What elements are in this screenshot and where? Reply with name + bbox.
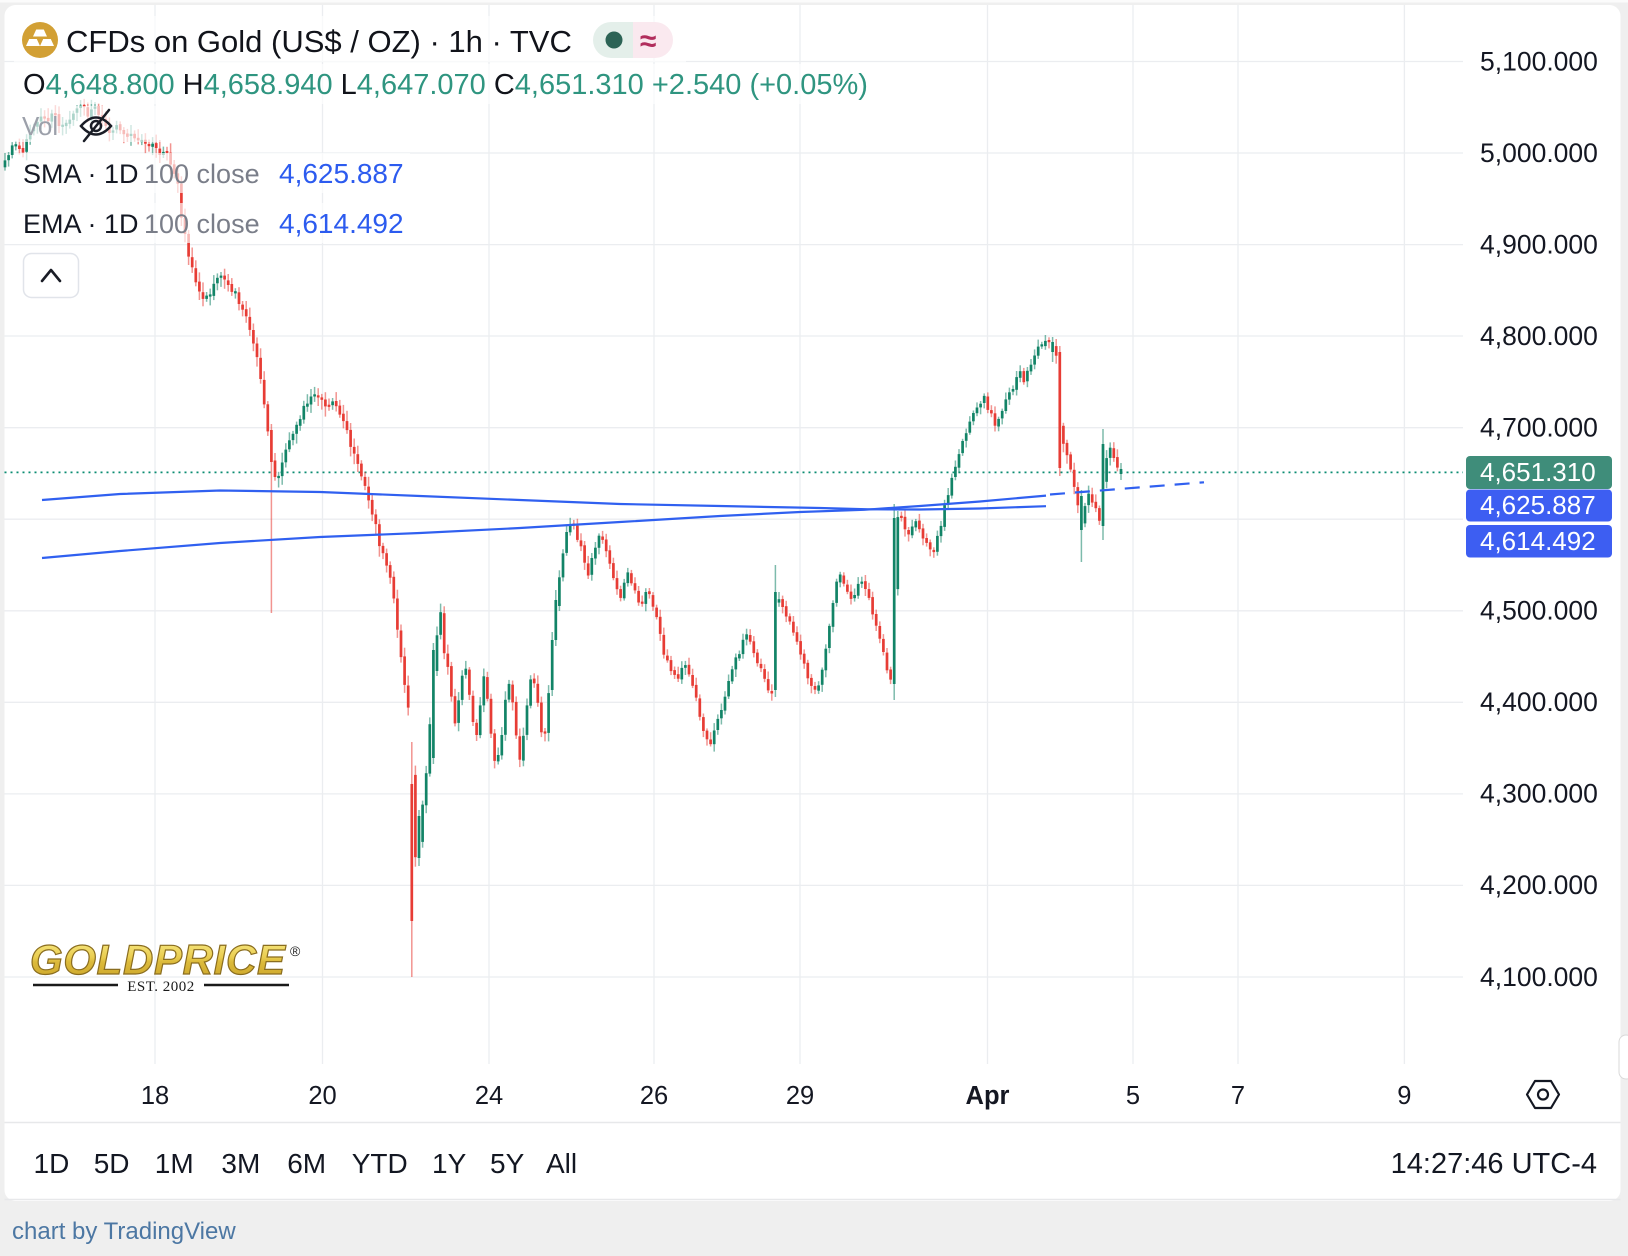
svg-text:≈: ≈ <box>640 25 656 58</box>
svg-text:4,400.000: 4,400.000 <box>1480 687 1598 717</box>
svg-text:CFDs on Gold (US$ / OZ) · 1h ·: CFDs on Gold (US$ / OZ) · 1h · TVC <box>66 24 572 59</box>
svg-text:4,614.492: 4,614.492 <box>1480 526 1596 556</box>
svg-text:26: 26 <box>640 1082 668 1110</box>
svg-text:Apr: Apr <box>966 1082 1010 1110</box>
svg-text:SMA · 1D: SMA · 1D <box>23 159 139 189</box>
svg-text:4,500.000: 4,500.000 <box>1480 596 1598 626</box>
svg-text:chart by TradingView: chart by TradingView <box>12 1218 236 1245</box>
svg-text:18: 18 <box>141 1082 169 1110</box>
svg-text:4,614.492: 4,614.492 <box>279 208 404 239</box>
svg-text:4,651.310: 4,651.310 <box>1480 457 1596 487</box>
svg-text:4,625.887: 4,625.887 <box>1480 490 1596 520</box>
svg-text:9: 9 <box>1397 1082 1411 1110</box>
svg-text:4,700.000: 4,700.000 <box>1480 413 1598 443</box>
svg-text:1M: 1M <box>155 1148 194 1179</box>
svg-text:20: 20 <box>308 1082 336 1110</box>
svg-text:1D: 1D <box>34 1148 70 1179</box>
svg-text:4,625.887: 4,625.887 <box>279 158 404 189</box>
svg-text:4,200.000: 4,200.000 <box>1480 870 1598 900</box>
svg-text:4,100.000: 4,100.000 <box>1480 962 1598 992</box>
svg-text:GOLDPRICE: GOLDPRICE <box>30 936 287 983</box>
svg-text:4,900.000: 4,900.000 <box>1480 229 1598 259</box>
svg-text:5,100.000: 5,100.000 <box>1480 46 1598 76</box>
svg-text:3M: 3M <box>221 1148 260 1179</box>
svg-text:Vol: Vol <box>22 111 58 141</box>
svg-text:YTD: YTD <box>352 1148 408 1179</box>
svg-text:29: 29 <box>786 1082 814 1110</box>
svg-text:5: 5 <box>1126 1082 1140 1110</box>
svg-text:EST. 2002: EST. 2002 <box>127 979 195 995</box>
svg-text:6M: 6M <box>287 1148 326 1179</box>
svg-text:100 close: 100 close <box>144 159 260 189</box>
svg-text:100 close: 100 close <box>144 209 260 239</box>
svg-text:EMA · 1D: EMA · 1D <box>23 209 139 239</box>
svg-text:5Y: 5Y <box>490 1148 525 1179</box>
svg-text:1Y: 1Y <box>432 1148 467 1179</box>
svg-text:®: ® <box>290 943 301 959</box>
svg-text:7: 7 <box>1231 1082 1245 1110</box>
svg-text:O4,648.800 H4,658.940 L4,647.0: O4,648.800 H4,658.940 L4,647.070 C4,651.… <box>23 69 868 101</box>
svg-text:All: All <box>546 1148 577 1179</box>
svg-text:24: 24 <box>475 1082 503 1110</box>
svg-text:14:27:46 UTC-4: 14:27:46 UTC-4 <box>1391 1148 1597 1180</box>
svg-text:4,800.000: 4,800.000 <box>1480 321 1598 351</box>
svg-text:4,300.000: 4,300.000 <box>1480 779 1598 809</box>
svg-text:5,000.000: 5,000.000 <box>1480 138 1598 168</box>
svg-text:5D: 5D <box>94 1148 130 1179</box>
